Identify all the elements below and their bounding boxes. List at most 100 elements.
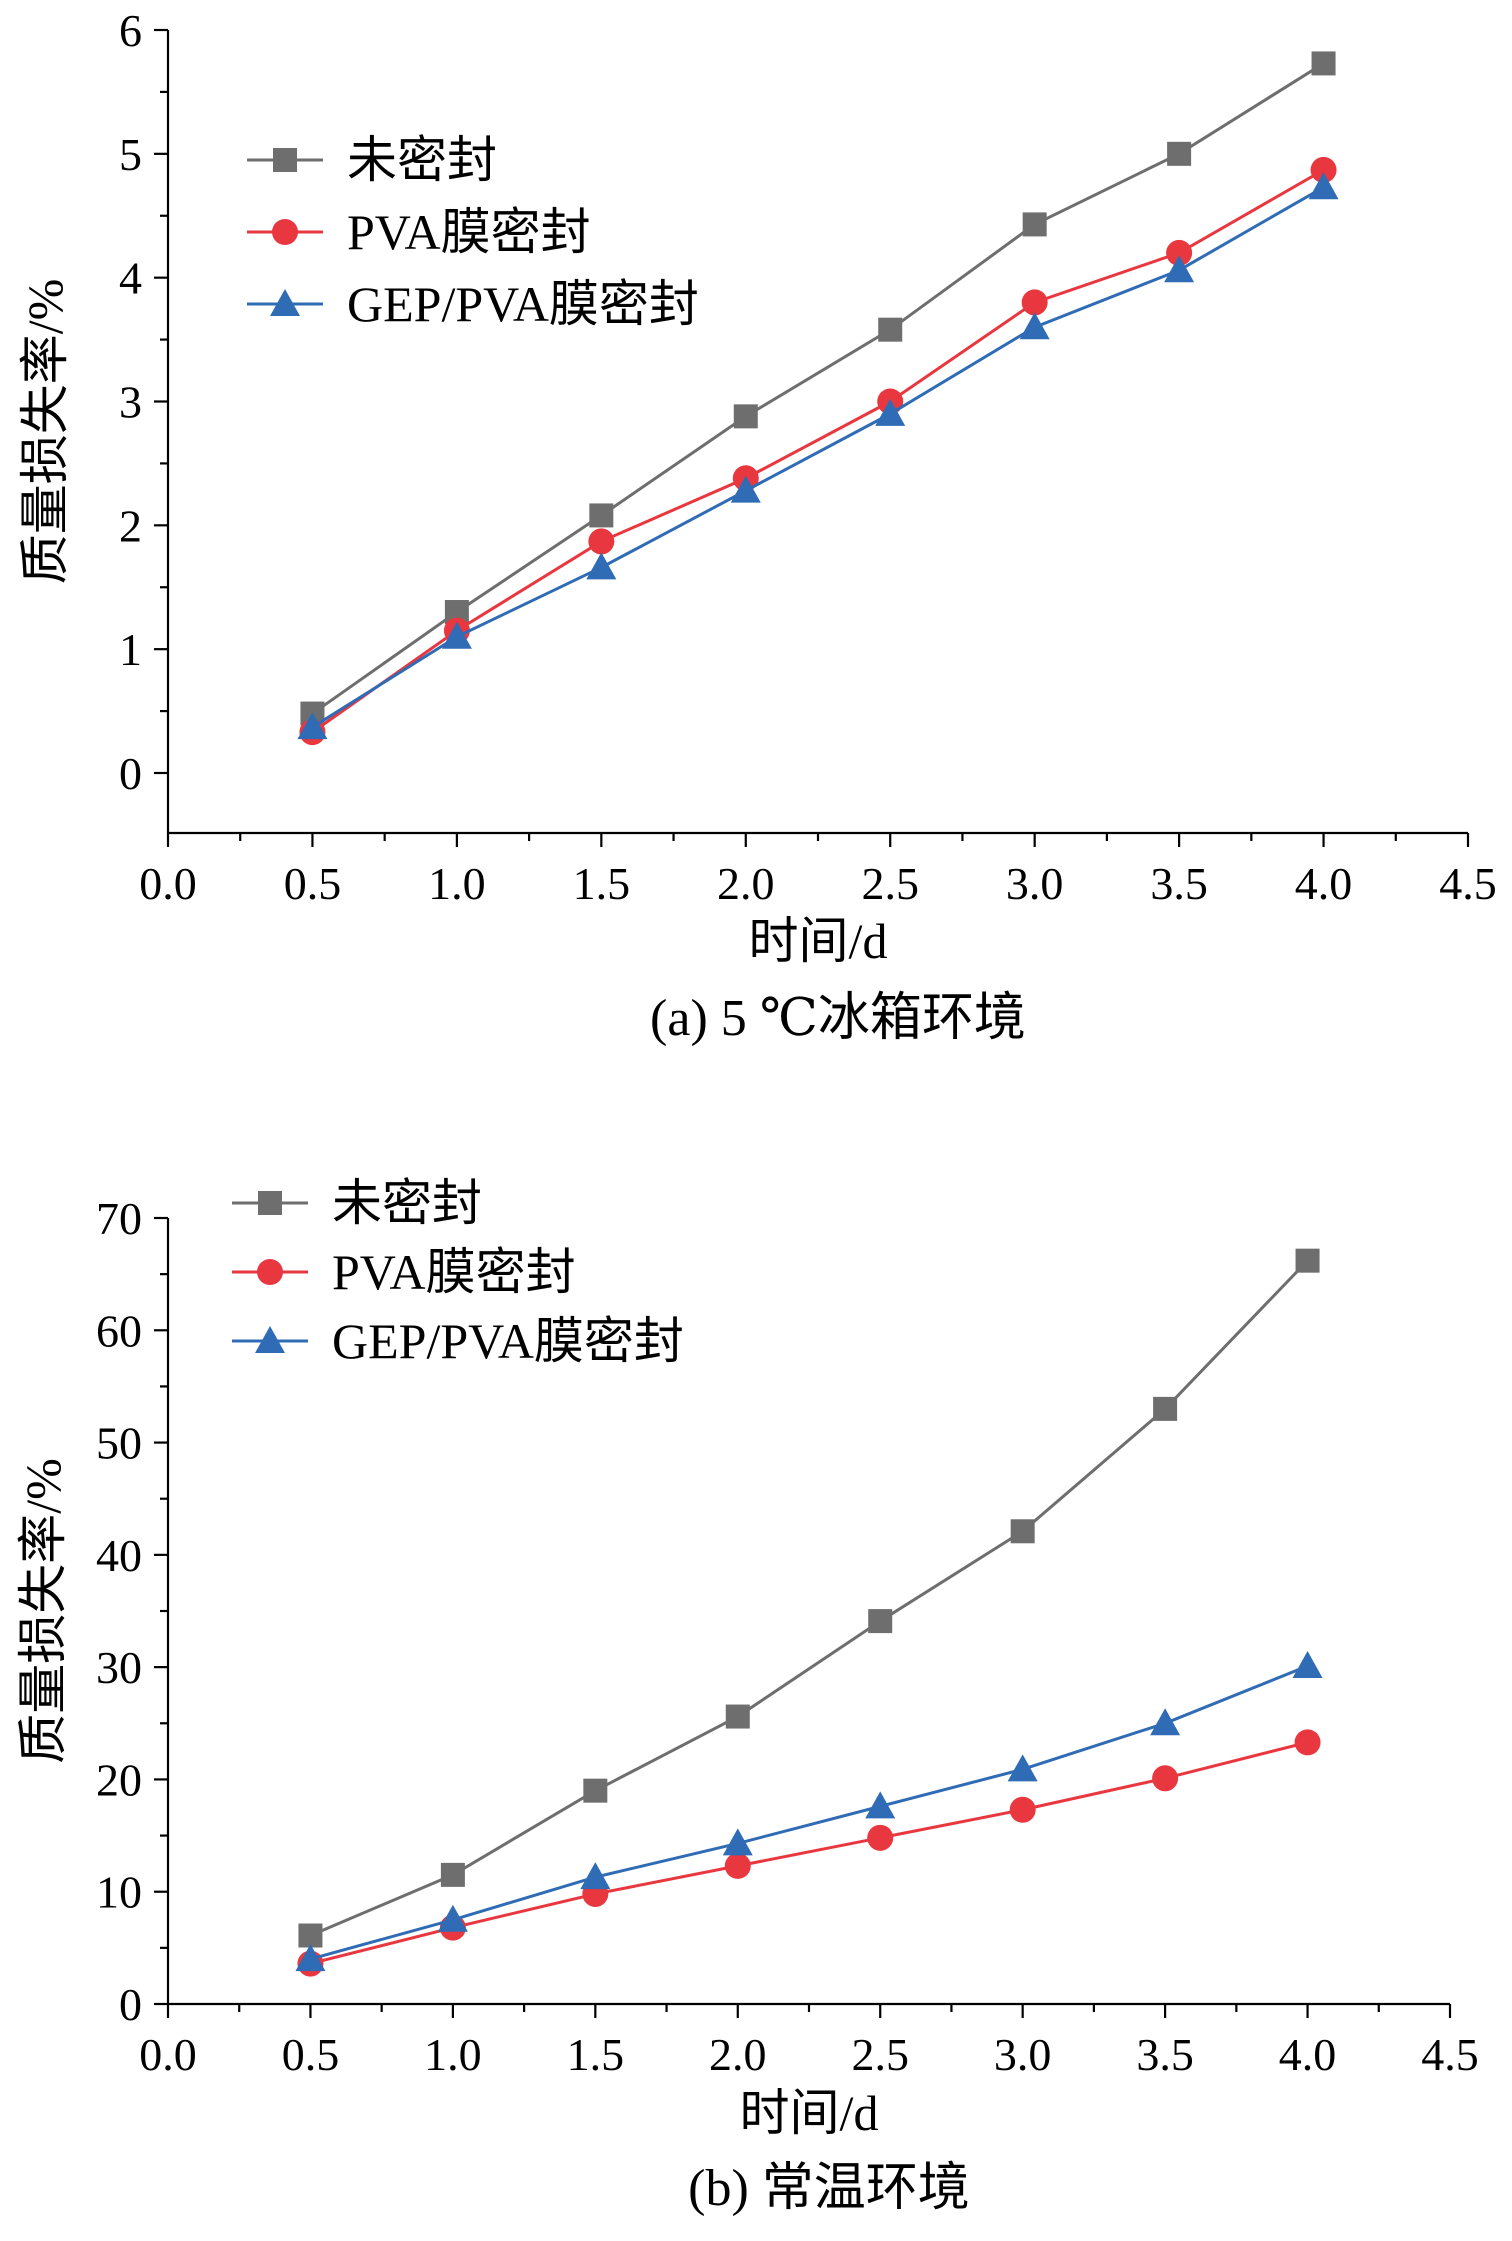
x-tick-label: 4.5 xyxy=(1439,858,1497,909)
data-point xyxy=(1166,239,1193,266)
legend-label: 未密封 xyxy=(347,132,497,188)
data-point xyxy=(733,404,758,429)
x-tick-label: 1.0 xyxy=(428,858,486,909)
y-tick-label: 2 xyxy=(119,500,142,551)
data-point xyxy=(1150,1708,1181,1736)
legend-label: GEP/PVA膜密封 xyxy=(332,1313,684,1369)
y-tick-label: 0 xyxy=(119,1979,142,2030)
y-tick-label: 50 xyxy=(96,1418,142,1469)
y-axis-label: 质量损失率/% xyxy=(15,1458,71,1764)
y-tick-label: 5 xyxy=(119,129,142,180)
x-tick-label: 1.5 xyxy=(567,2029,625,2080)
x-axis-label: 时间/d xyxy=(749,913,888,969)
data-point xyxy=(1007,1754,1038,1782)
legend-label: PVA膜密封 xyxy=(347,204,591,260)
y-axis-label: 质量损失率/% xyxy=(17,279,73,585)
series-3 xyxy=(297,172,1339,740)
y-tick-label: 10 xyxy=(96,1867,142,1918)
data-point xyxy=(1295,1248,1320,1273)
data-point xyxy=(1167,141,1192,166)
data-point xyxy=(865,1791,896,1819)
y-tick-label: 30 xyxy=(96,1642,142,1693)
legend-label: 未密封 xyxy=(332,1175,482,1231)
series-line xyxy=(311,185,1325,729)
chart-caption: (a) 5 ℃冰箱环境 xyxy=(650,990,1026,1047)
data-point xyxy=(437,1904,468,1932)
x-tick-label: 3.0 xyxy=(994,2029,1052,2080)
x-tick-label: 3.5 xyxy=(1136,2029,1194,2080)
x-tick-label: 0.5 xyxy=(284,858,342,909)
legend-marker xyxy=(270,289,300,316)
x-tick-label: 4.0 xyxy=(1279,2029,1337,2080)
data-point xyxy=(295,1944,326,1972)
x-tick-label: 2.5 xyxy=(851,2029,909,2080)
x-tick-label: 4.0 xyxy=(1295,858,1353,909)
chart-a-5c-fridge: 0.0 0.5 1.0 1.5 2.0 2.5 3.0 3.5 4.0 4.5 0 1 2 3 4 5 6 时间/… xyxy=(17,5,1497,1047)
x-tick-label: 0.5 xyxy=(282,2029,340,2080)
data-point xyxy=(580,1862,611,1890)
x-tick-label: 4.5 xyxy=(1421,2029,1479,2080)
data-point xyxy=(878,317,903,342)
y-tick-label: 60 xyxy=(96,1305,142,1356)
data-point xyxy=(583,1778,608,1803)
data-point xyxy=(1022,212,1047,237)
y-tick-label: 3 xyxy=(119,377,142,428)
y-tick-label: 0 xyxy=(119,748,142,799)
y-tick-label: 4 xyxy=(119,253,142,304)
x-axis-label: 时间/d xyxy=(740,2085,879,2141)
data-point xyxy=(1021,289,1048,316)
series-line xyxy=(311,168,1325,734)
x-tick-label: 0.0 xyxy=(139,858,197,909)
data-point xyxy=(1294,1729,1321,1756)
legend-marker xyxy=(273,148,297,172)
data-point xyxy=(588,528,615,555)
y-tick-label: 1 xyxy=(119,624,142,675)
legend-marker xyxy=(255,1326,285,1353)
x-tick-label: 1.0 xyxy=(424,2029,482,2080)
data-point xyxy=(1152,1765,1179,1792)
x-tick-label: 1.5 xyxy=(573,858,631,909)
data-point xyxy=(875,398,906,426)
x-tick-label: 2.0 xyxy=(717,858,775,909)
x-tick-label: 0.0 xyxy=(139,2029,197,2080)
y-tick-label: 70 xyxy=(96,1193,142,1244)
series-line xyxy=(309,1259,1309,1937)
series-3 xyxy=(295,1651,1323,1972)
legend-label: PVA膜密封 xyxy=(332,1244,576,1300)
series-line xyxy=(311,62,1325,715)
legend-label: GEP/PVA膜密封 xyxy=(347,276,699,332)
series-line xyxy=(310,1740,1308,1966)
legend-marker xyxy=(258,1191,282,1215)
data-point xyxy=(867,1824,894,1851)
legend-marker xyxy=(272,219,298,245)
legend: 未密封 PVA膜密封 GEP/PVA膜密封 xyxy=(232,1175,684,1369)
y-tick-label: 40 xyxy=(96,1530,142,1581)
data-point xyxy=(722,1828,753,1856)
data-point xyxy=(1292,1651,1323,1679)
data-point xyxy=(441,621,472,649)
x-tick-label: 3.0 xyxy=(1006,858,1064,909)
data-point xyxy=(589,503,614,528)
y-tick-label: 20 xyxy=(96,1754,142,1805)
data-point xyxy=(1308,172,1339,200)
chart-b-room-temperature: 0.0 0.5 1.0 1.5 2.0 2.5 3.0 3.5 4.0 4.5 0 10 20 30 40 5… xyxy=(15,1175,1479,2217)
data-point xyxy=(586,552,617,580)
data-point xyxy=(297,712,328,740)
series-1 xyxy=(298,1248,1320,1948)
data-point xyxy=(724,1852,751,1879)
data-point xyxy=(1153,1396,1178,1421)
data-point xyxy=(868,1609,893,1634)
x-tick-label: 3.5 xyxy=(1150,858,1208,909)
series-2 xyxy=(297,1729,1321,1977)
x-tick-label: 2.5 xyxy=(861,858,919,909)
data-point xyxy=(730,475,761,503)
data-point xyxy=(1010,1519,1035,1544)
legend-marker xyxy=(257,1259,283,1285)
legend: 未密封 PVA膜密封 GEP/PVA膜密封 xyxy=(247,132,699,332)
data-point xyxy=(440,1862,465,1887)
data-point xyxy=(298,1923,323,1948)
data-point xyxy=(1019,312,1050,340)
y-tick-label: 6 xyxy=(119,5,142,56)
data-point xyxy=(1164,255,1195,283)
